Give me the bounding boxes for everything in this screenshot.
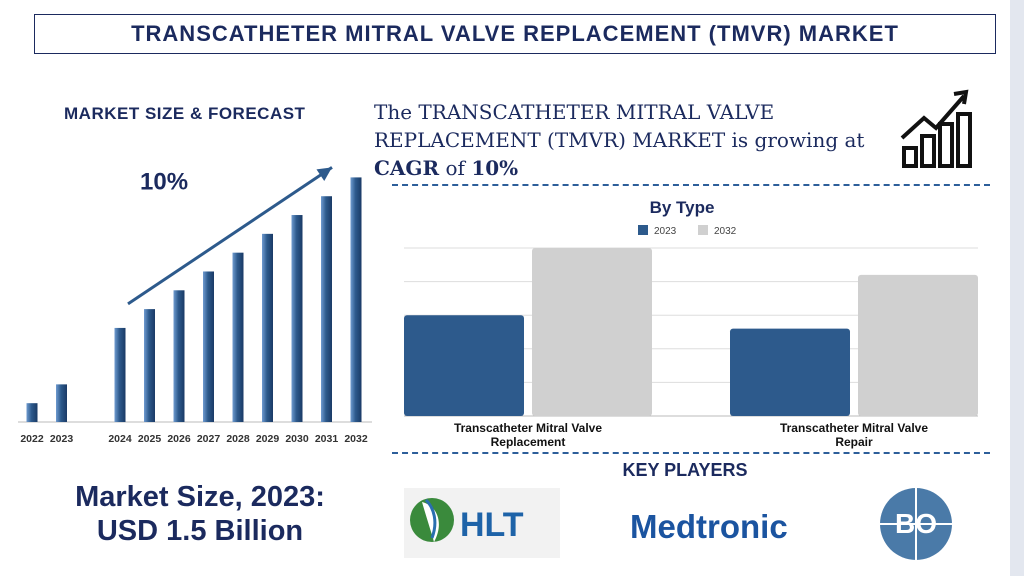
- market-size-line-2: USD 1.5 Billion: [96, 515, 304, 547]
- forecast-x-label: 2022: [20, 433, 44, 445]
- forecast-bar-2025: [144, 309, 155, 422]
- forecast-x-label: 2027: [197, 433, 221, 445]
- legend-swatch-2023: [638, 225, 648, 235]
- growth-chart-icon: [900, 89, 972, 168]
- forecast-bar-2028: [232, 252, 244, 422]
- medtronic-logo: Medtronic: [628, 500, 824, 548]
- forecast-panel-title: MARKET SIZE & FORECAST: [64, 104, 306, 123]
- cagr-value: 10%: [471, 156, 519, 180]
- market-size-text: Market Size, 2023: USD 1.5 Billion: [30, 480, 370, 548]
- forecast-x-label: 2026: [167, 433, 191, 445]
- headline: The TRANSCATHETER MITRAL VALVE REPLACEME…: [374, 98, 894, 182]
- forecast-x-label: 2025: [138, 433, 162, 445]
- forecast-x-label: 2024: [108, 433, 132, 445]
- headline-line-1: The TRANSCATHETER MITRAL VALVE: [374, 100, 775, 124]
- medtronic-logo-text: Medtronic: [630, 508, 788, 545]
- by-type-bar-2023-2: [730, 328, 850, 416]
- forecast-bar-chart: 2022 2023 2024 2025 2026 2027 2028 2029 2030 2031…: [18, 166, 372, 445]
- page-title: TRANSCATHETER MITRAL VALVE REPLACEMENT (…: [34, 14, 996, 54]
- forecast-x-label: 2031: [315, 433, 339, 445]
- forecast-x-label: 2032: [344, 433, 368, 445]
- by-type-title: By Type: [650, 198, 715, 217]
- forecast-x-label: 2030: [285, 433, 309, 445]
- forecast-x-label: 2029: [256, 433, 280, 445]
- headline-line-3: CAGR of 10%: [374, 154, 894, 182]
- by-type-bar-2023-1: [404, 315, 524, 416]
- by-type-bar-2032-2: [858, 274, 978, 416]
- trend-arrow-line: [127, 166, 333, 306]
- trend-arrow-head: [316, 167, 332, 182]
- forecast-bar-2030: [291, 215, 303, 422]
- by-type-category-label: Transcatheter Mitral Valve Replacement: [454, 421, 602, 449]
- bo-logo-text: BO: [895, 508, 937, 539]
- forecast-bar-2031: [321, 196, 332, 422]
- of-word: of: [439, 156, 472, 180]
- market-size-line-1: Market Size, 2023:: [75, 481, 325, 513]
- divider-top: [392, 184, 990, 186]
- headline-line-2: REPLACEMENT (TMVR) MARKET is growing at: [374, 128, 865, 152]
- right-edge-stripe: [1010, 0, 1024, 576]
- bo-logo: BO: [878, 486, 954, 562]
- forecast-x-label: 2028: [226, 433, 250, 445]
- forecast-bar-2023: [56, 384, 67, 422]
- hlt-logo: HLT: [404, 488, 560, 558]
- forecast-bar-2029: [262, 233, 273, 422]
- hlt-logo-text: HLT: [460, 506, 524, 544]
- key-players-title: KEY PLAYERS: [622, 460, 748, 480]
- forecast-bar-2027: [203, 271, 214, 422]
- forecast-bar-2024: [114, 327, 126, 422]
- forecast-bar-2032: [350, 177, 362, 422]
- cagr-word: CAGR: [374, 156, 440, 180]
- by-type-bar-chart: By Type 2023 2032 Transcatheter Mitral Valv…: [404, 198, 978, 449]
- forecast-bar-2022: [26, 403, 38, 422]
- by-type-bar-2032-1: [532, 248, 652, 416]
- cagr-chart-label: 10%: [140, 169, 188, 196]
- legend-swatch-2032: [698, 225, 708, 235]
- forecast-bar-2026: [173, 290, 185, 422]
- legend-label-2032: 2032: [714, 226, 737, 237]
- by-type-category-label: Transcatheter Mitral Valve Repair: [780, 421, 928, 449]
- legend-label-2023: 2023: [654, 226, 677, 237]
- forecast-x-label: 2023: [50, 433, 74, 445]
- divider-bottom: [392, 452, 990, 454]
